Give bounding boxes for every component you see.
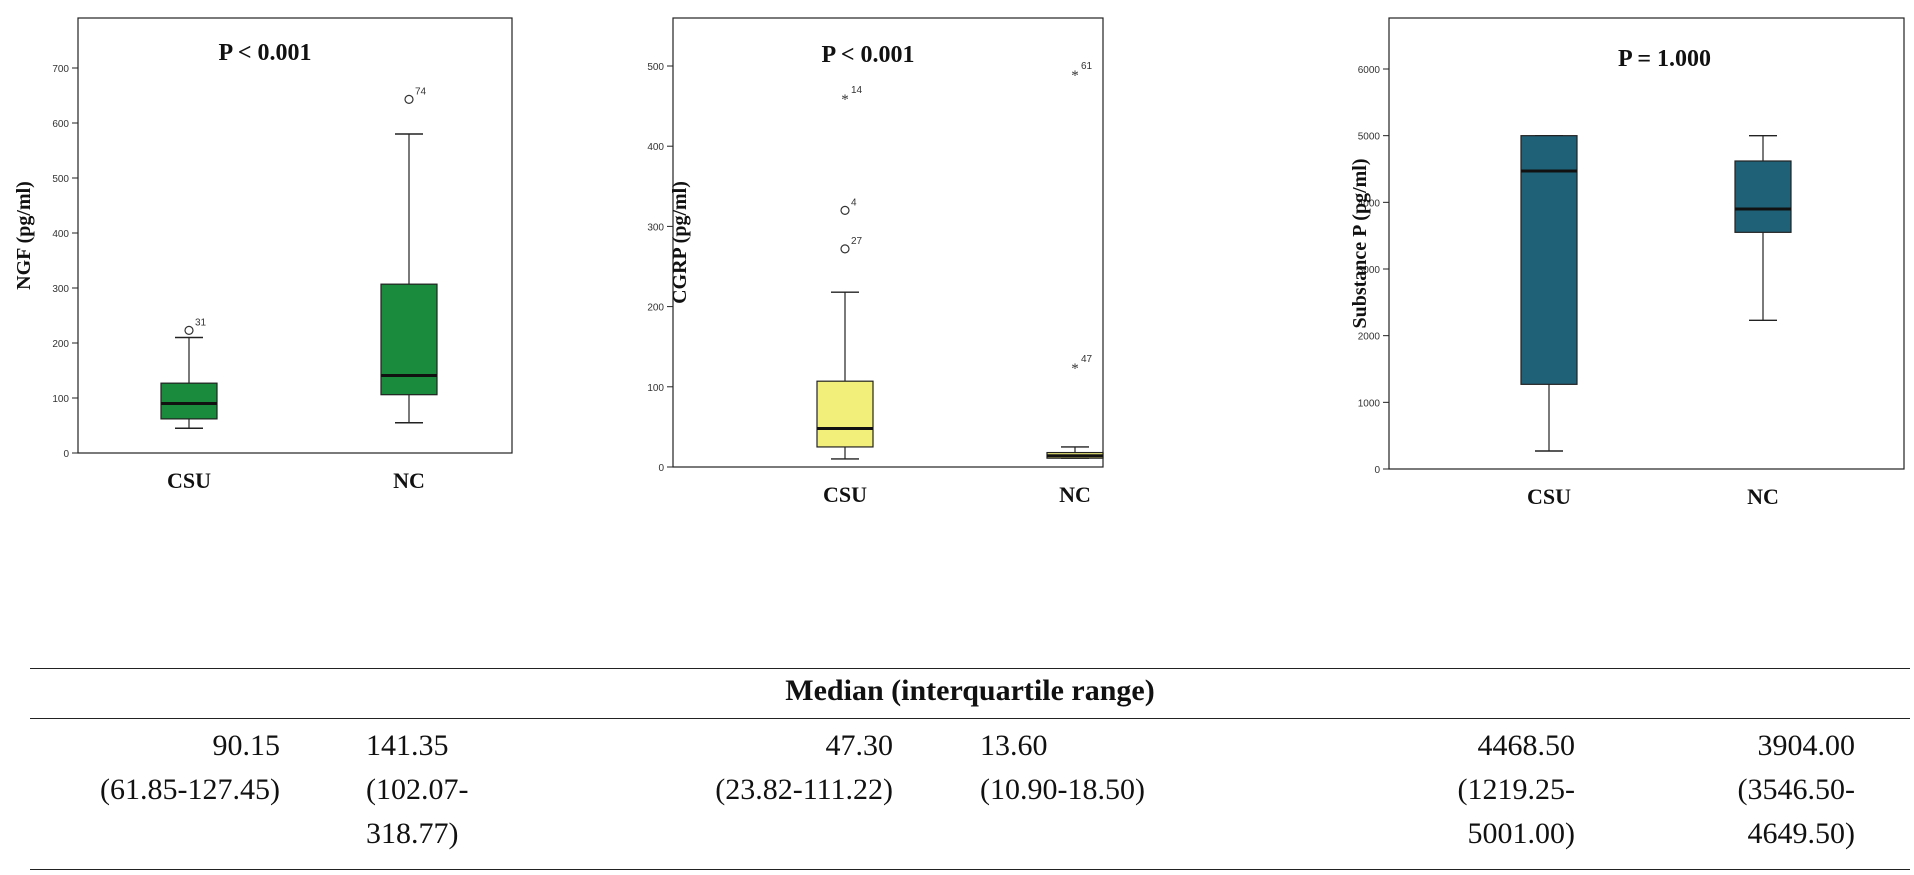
table-rule-middle	[30, 718, 1910, 719]
table-rule-bottom	[30, 869, 1910, 870]
chart-title: P = 1.000	[1618, 46, 1711, 72]
plot-frame	[672, 17, 1104, 468]
chart-title: P < 0.001	[218, 40, 311, 66]
outlier-point	[184, 325, 194, 335]
box-csu	[1520, 134, 1578, 452]
outlier-label: 61	[1081, 61, 1093, 72]
y-tick-label: 400	[647, 142, 664, 153]
box-nc: 74	[380, 86, 438, 424]
median-value: 47.30	[825, 729, 894, 762]
median-value: 3904.00	[1757, 729, 1856, 762]
category-label: CSU	[167, 468, 211, 493]
y-tick-label: 2000	[1358, 332, 1381, 343]
chart-panel-1: 0 100 200 300 400 500 600 700 NGF (pg/ml) P < 0.0…	[13, 17, 513, 493]
box-nc	[1734, 134, 1792, 322]
iqr-box	[816, 380, 874, 448]
y-tick-label: 200	[52, 339, 69, 350]
table-cell-ngf-nc: 141.35 (102.07- 318.77)	[366, 724, 468, 856]
y-tick-label: 300	[647, 222, 664, 233]
iqr-box	[160, 382, 218, 420]
y-tick-label: 400	[52, 229, 69, 240]
category-label: CSU	[823, 482, 867, 507]
category-label: NC	[393, 468, 425, 493]
iqr-value: (3546.50-	[1737, 773, 1855, 806]
iqr-value: (1219.25-	[1457, 773, 1575, 806]
box-nc: *61*47	[1046, 61, 1104, 459]
y-tick-label: 5000	[1358, 132, 1381, 143]
outlier-label: 74	[415, 86, 427, 97]
y-axis-label: Substance P (pg/ml)	[1349, 158, 1371, 328]
box-csu: 31	[160, 317, 218, 429]
y-tick-label: 0	[658, 463, 664, 474]
box-csu: *14 4 27	[816, 85, 874, 460]
y-tick-label: 6000	[1358, 65, 1381, 76]
y-tick-label: 0	[63, 449, 69, 460]
chart-title: P < 0.001	[821, 42, 914, 68]
outlier-point	[404, 94, 414, 104]
outlier-label: 4	[851, 197, 857, 208]
iqr-value: (102.07-	[366, 773, 469, 806]
outlier-point	[840, 244, 850, 254]
plot-frame	[77, 17, 513, 454]
category-label: CSU	[1527, 484, 1571, 509]
iqr-value-cont: 5001.00)	[1467, 817, 1576, 850]
table-cell-cgrp-csu: 47.30 (23.82-111.22)	[668, 724, 893, 812]
y-tick-label: 200	[647, 303, 664, 314]
median-value: 4468.50	[1477, 729, 1576, 762]
iqr-value-cont: 4649.50)	[1747, 817, 1856, 850]
category-label: NC	[1059, 482, 1091, 507]
median-value: 13.60	[980, 729, 1048, 762]
y-tick-label: 0	[1374, 465, 1380, 476]
iqr-value: (23.82-111.22)	[715, 773, 893, 806]
iqr-box	[1520, 135, 1578, 385]
plot-frame	[1388, 17, 1905, 470]
category-label: NC	[1747, 484, 1779, 509]
outlier-label: 47	[1081, 354, 1093, 365]
chart-panel-3: 0 1000 2000 3000 4000 5000 6000 Substance P (pg…	[1349, 17, 1905, 509]
iqr-box	[380, 283, 438, 396]
y-axis-label: CGRP (pg/ml)	[669, 181, 691, 304]
y-tick-label: 600	[52, 119, 69, 130]
iqr-value-cont: 318.77)	[366, 817, 459, 850]
y-tick-label: 4000	[1358, 198, 1381, 209]
y-tick-label: 300	[52, 284, 69, 295]
extreme-point: *	[841, 92, 849, 108]
y-tick-label: 100	[52, 394, 69, 405]
iqr-value: (61.85-127.45)	[100, 773, 280, 806]
outlier-label: 27	[851, 236, 863, 247]
chart-panel-2: 0 100 200 300 400 500 CGRP (pg/ml) P < 0.001 CSU…	[647, 17, 1104, 507]
y-tick-label: 3000	[1358, 265, 1381, 276]
y-tick-label: 1000	[1358, 398, 1381, 409]
iqr-box	[1734, 160, 1792, 233]
iqr-value: (10.90-18.50)	[980, 773, 1145, 806]
y-tick-label: 100	[647, 383, 664, 394]
y-axis-label: NGF (pg/ml)	[13, 181, 35, 290]
median-value: 90.15	[212, 729, 281, 762]
y-tick-label: 500	[647, 62, 664, 73]
table-cell-substp-nc: 3904.00 (3546.50- 4649.50)	[1680, 724, 1855, 856]
table-cell-substp-csu: 4468.50 (1219.25- 5001.00)	[1400, 724, 1575, 856]
table-rule-top	[30, 668, 1910, 669]
outlier-label: 14	[851, 85, 863, 96]
table-heading: Median (interquartile range)	[785, 674, 1155, 707]
extreme-point: *	[1071, 68, 1079, 84]
table-cell-cgrp-nc: 13.60 (10.90-18.50)	[980, 724, 1145, 812]
median-value: 141.35	[366, 729, 449, 762]
extreme-point: *	[1071, 361, 1079, 377]
outlier-point	[840, 205, 850, 215]
y-tick-label: 700	[52, 64, 69, 75]
table-cell-ngf-csu: 90.15 (61.85-127.45)	[55, 724, 280, 812]
y-tick-label: 500	[52, 174, 69, 185]
outlier-label: 31	[195, 317, 207, 328]
